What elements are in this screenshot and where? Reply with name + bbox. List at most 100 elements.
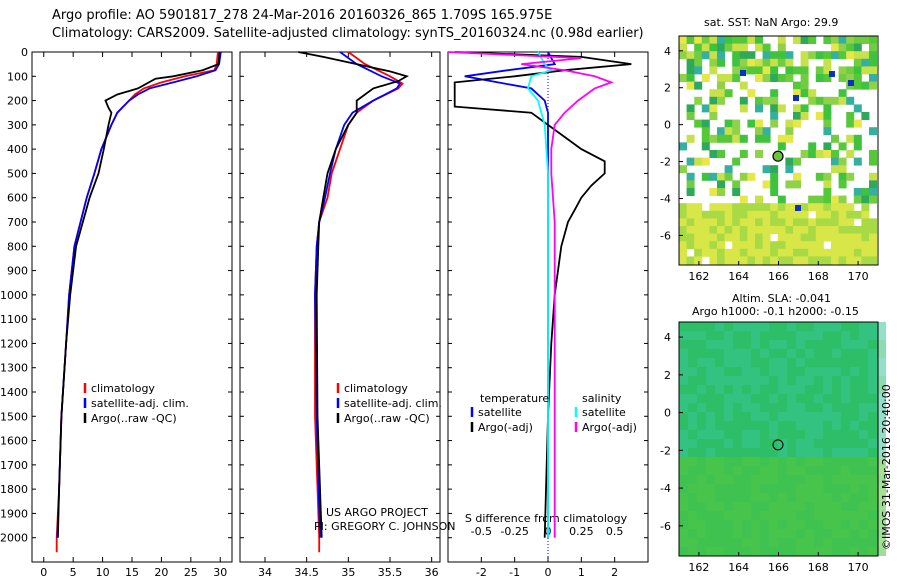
sla-cell [787, 547, 796, 556]
sst-cell [755, 210, 763, 219]
depth-tick-label: 900 [7, 265, 28, 278]
sst-cell [815, 195, 824, 204]
sla-cell [796, 358, 805, 367]
sla-cell [760, 439, 769, 448]
sst-cell [717, 256, 725, 265]
sla-cell [859, 376, 868, 385]
sst-cell [755, 150, 763, 158]
sla-cell [679, 457, 688, 466]
sst-cell [853, 66, 862, 75]
sst-cell [777, 203, 786, 212]
sla-cell [715, 520, 724, 529]
sst-cell [846, 210, 855, 219]
sst-cell [793, 248, 801, 257]
sst-cell [679, 142, 687, 151]
sst-cell [717, 81, 725, 90]
sla-cell [877, 502, 886, 511]
sla-cell [832, 430, 841, 439]
sst-cell [823, 104, 832, 113]
sst-cell [770, 226, 779, 234]
sst-cell [800, 241, 809, 250]
sst-cell [770, 89, 779, 98]
sst-cell [709, 226, 718, 234]
sst-cell [747, 51, 756, 60]
sst-cell [709, 66, 718, 75]
sst-cell [838, 256, 847, 265]
sst-cell [686, 36, 695, 44]
sla-cell [769, 547, 778, 556]
sst-cell [815, 203, 824, 212]
depth-tick-label: 1000 [0, 289, 28, 302]
sst-cell [686, 58, 695, 67]
sla-cell [751, 430, 760, 439]
sst-cell [724, 165, 733, 174]
sla-cell [769, 520, 778, 529]
sst-cell [838, 172, 847, 181]
sla-cell [814, 475, 823, 484]
sst-cell [861, 226, 870, 234]
sla-cell [715, 376, 724, 385]
x-tick-label-difference-profile: 1 [578, 566, 585, 579]
sst-cell [762, 127, 771, 136]
sla-cell [841, 520, 850, 529]
sst-cell [808, 226, 817, 234]
sst-cell [770, 203, 779, 212]
sla-cell [751, 493, 760, 502]
sst-cell [777, 233, 786, 242]
sst-cell [785, 127, 794, 136]
sla-cell [850, 538, 859, 547]
sla-cell [742, 394, 751, 403]
sst-cell [709, 150, 718, 158]
sla-cell [778, 502, 787, 511]
sla-cell [823, 385, 832, 394]
sla-cell [679, 538, 688, 547]
sla-cell [760, 511, 769, 520]
sla-cell [733, 466, 742, 475]
sla-cell [688, 403, 697, 412]
x-tick-label-temperature-profile: 20 [154, 566, 168, 579]
sla-cell [778, 448, 787, 457]
sst-cell [679, 210, 687, 219]
sst-cell [861, 195, 870, 204]
sst-cell [838, 66, 847, 75]
depth-tick-label: 1700 [0, 459, 28, 472]
sla-cell [796, 538, 805, 547]
sst-cell [815, 96, 824, 105]
sst-cell [861, 112, 870, 120]
sst-cell [869, 188, 877, 196]
sst-cell [709, 96, 718, 105]
sla-cell [859, 475, 868, 484]
sla-cell [742, 367, 751, 376]
sla-cell [715, 385, 724, 394]
sla-cell [715, 484, 724, 493]
x-tick-label-temperature-profile: 30 [213, 566, 227, 579]
sla-cell [706, 403, 715, 412]
map-y-tick-label: 4 [664, 45, 671, 58]
sla-cell [814, 403, 823, 412]
sla-cell [760, 367, 769, 376]
x-tick-label-difference-profile: 2 [611, 566, 618, 579]
sla-cell [769, 529, 778, 538]
sla-cell [724, 367, 733, 376]
sla-cell [733, 448, 742, 457]
sla-cell [769, 457, 778, 466]
sla-cell [841, 511, 850, 520]
sla-map-title: Altim. SLA: -0.041 [732, 292, 832, 305]
sst-cell [823, 66, 832, 75]
sst-cell [838, 195, 847, 204]
sla-cell [760, 547, 769, 556]
sst-cell [686, 241, 695, 250]
legend-label-salinity-profile: climatology [344, 382, 408, 395]
sla-cell [724, 331, 733, 340]
sst-cell [755, 233, 763, 242]
sla-cell [706, 502, 715, 511]
sla-cell [859, 529, 868, 538]
sst-cell [869, 58, 877, 67]
sst-cell [701, 104, 710, 113]
sla-cell [760, 448, 769, 457]
sla-cell [841, 502, 850, 511]
sla-cell [688, 466, 697, 475]
map-x-tick-label: 168 [808, 270, 829, 283]
sla-cell [778, 547, 787, 556]
sla-cell [778, 529, 787, 538]
